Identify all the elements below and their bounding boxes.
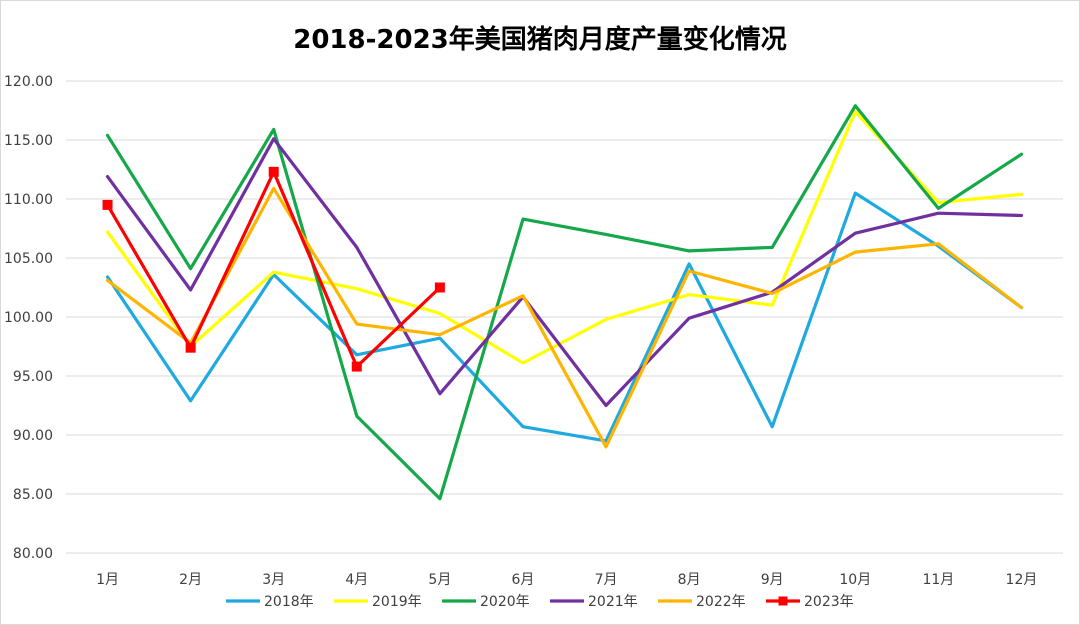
legend-label: 2019年 (372, 594, 422, 610)
y-axis-tick-labels: 80.00 85.00 90.00 95.00 100.00 105.00 110.00 11… (4, 74, 53, 562)
y-tick-label: 85.00 (13, 487, 53, 503)
data-point-marker (268, 166, 279, 177)
x-tick-label: 10月 (839, 572, 871, 588)
y-tick-label: 90.00 (13, 428, 53, 444)
x-tick-label: 7月 (595, 572, 618, 588)
series-2020年 (105, 104, 1024, 501)
y-tick-label: 95.00 (13, 369, 53, 385)
series-line (105, 110, 1024, 365)
y-tick-label: 110.00 (4, 192, 53, 208)
legend-label: 2018年 (264, 594, 314, 610)
x-tick-label: 5月 (428, 572, 451, 588)
series-2018年 (105, 191, 1024, 443)
series-line (105, 104, 1024, 501)
y-tick-label: 120.00 (4, 74, 53, 90)
x-tick-label: 4月 (345, 572, 368, 588)
x-tick-label: 8月 (678, 572, 701, 588)
data-point-marker (185, 342, 196, 353)
series-2019年 (105, 110, 1024, 365)
legend-item: 2021年 (550, 594, 638, 610)
legend: 2018年 2019年 2020年 2021年 2022年 2023年 (226, 594, 854, 610)
x-tick-label: 11月 (922, 572, 954, 588)
y-tick-label: 105.00 (4, 251, 53, 267)
legend-label: 2023年 (804, 594, 854, 610)
x-tick-label: 12月 (1006, 572, 1038, 588)
series-line (105, 186, 1024, 449)
x-tick-label: 2月 (179, 572, 202, 588)
legend-label: 2020年 (480, 594, 530, 610)
series-line (105, 137, 1024, 408)
series-line (105, 191, 1024, 443)
series-2022年 (105, 186, 1024, 449)
x-tick-label: 6月 (511, 572, 534, 588)
legend-item: 2019年 (334, 594, 422, 610)
data-point-marker (434, 282, 445, 293)
legend-item: 2020年 (442, 594, 530, 610)
data-point-marker (102, 199, 113, 210)
data-point-marker (351, 361, 362, 372)
chart-title: 2018-2023年美国猪肉月度产量变化情况 (293, 24, 787, 55)
y-tick-label: 115.00 (4, 133, 53, 149)
legend-item: 2022年 (658, 594, 746, 610)
x-tick-label: 3月 (262, 572, 285, 588)
legend-item: 2018年 (226, 594, 314, 610)
series-line (105, 170, 442, 369)
y-tick-label: 80.00 (13, 546, 53, 562)
x-tick-label: 1月 (96, 572, 119, 588)
legend-label: 2021年 (588, 594, 638, 610)
legend-label: 2022年 (696, 594, 746, 610)
y-tick-label: 100.00 (4, 310, 53, 326)
gridlines (66, 80, 1063, 554)
x-axis-tick-labels: 1月 2月 3月 4月 5月 6月 7月 8月 9月 10月 11月 12月 (96, 572, 1037, 588)
series-2023年 (102, 166, 445, 372)
x-tick-label: 9月 (761, 572, 784, 588)
legend-item: 2023年 (766, 594, 854, 610)
series-2021年 (105, 137, 1024, 408)
series-lines (102, 104, 1024, 501)
legend-marker (778, 596, 788, 606)
